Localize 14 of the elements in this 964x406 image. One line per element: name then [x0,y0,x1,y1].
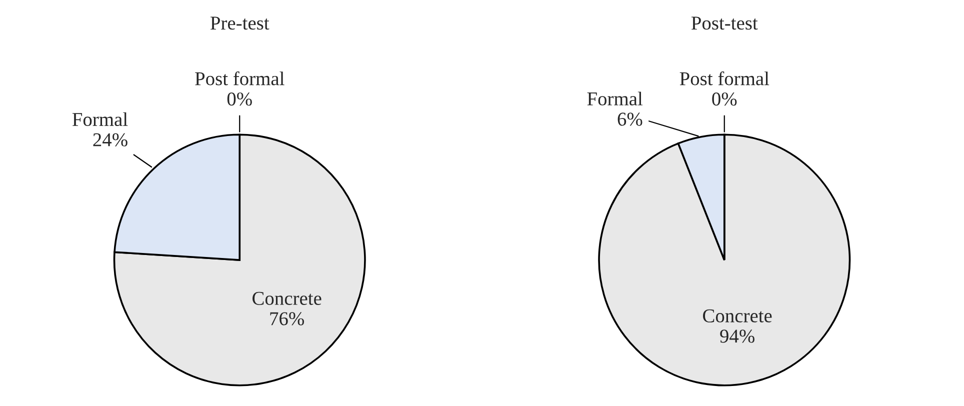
data-label: 76% [270,312,304,326]
slice-label: Concrete [703,309,772,322]
slice-label: Concrete [252,292,322,305]
text: 0% [712,92,737,106]
data-label: 6% [618,112,642,126]
data-label: 94% [720,330,754,343]
slice-label: Formal [72,112,128,126]
text: 0% [227,92,252,106]
category-label: Post formal [195,71,284,86]
data-label: 24% [93,133,128,146]
category-label: Post formal [680,71,770,86]
chart-title: Pre-test [210,16,270,30]
chart-title: Post-test [691,16,758,30]
slice-label: Formal [587,92,643,106]
